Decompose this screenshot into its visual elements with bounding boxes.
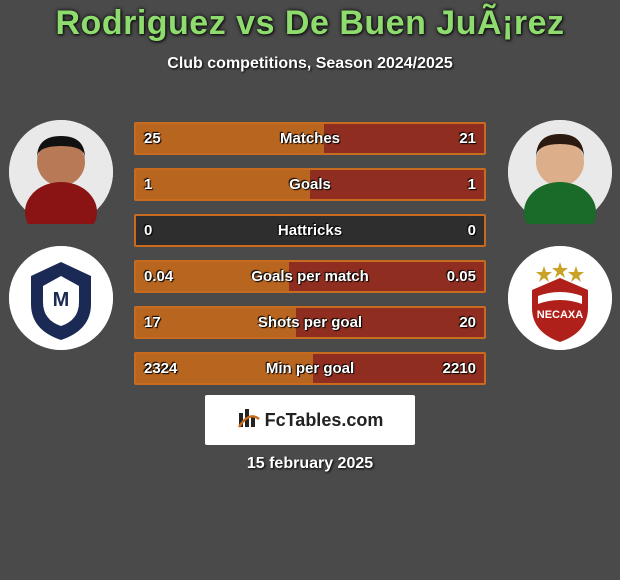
stat-value-right: 0.05 bbox=[447, 268, 476, 285]
stat-value-left: 0.04 bbox=[144, 268, 173, 285]
stat-label: Min per goal bbox=[266, 360, 354, 377]
subtitle: Club competitions, Season 2024/2025 bbox=[0, 55, 620, 73]
stat-value-left: 17 bbox=[144, 314, 161, 331]
player-right-avatar bbox=[508, 120, 612, 224]
stat-row: 1 Goals 1 bbox=[134, 168, 486, 201]
player-left-avatar bbox=[9, 120, 113, 224]
stat-row: 0 Hattricks 0 bbox=[134, 214, 486, 247]
stat-label: Shots per goal bbox=[258, 314, 362, 331]
stat-value-left: 2324 bbox=[144, 360, 177, 377]
page-title: Rodriguez vs De Buen JuÃ¡rez bbox=[0, 4, 620, 43]
stat-row: 0.04 Goals per match 0.05 bbox=[134, 260, 486, 293]
svg-text:NECAXA: NECAXA bbox=[536, 309, 583, 321]
logo-text: FcTables.com bbox=[265, 410, 384, 431]
fill-left bbox=[136, 170, 310, 199]
team-left-crest: M bbox=[9, 246, 113, 350]
stat-value-left: 1 bbox=[144, 176, 152, 193]
right-column: NECAXA bbox=[507, 120, 612, 350]
stat-value-right: 20 bbox=[459, 314, 476, 331]
stat-row: 17 Shots per goal 20 bbox=[134, 306, 486, 339]
fill-right bbox=[310, 170, 484, 199]
fctables-logo: FcTables.com bbox=[205, 395, 415, 445]
team-right-crest: NECAXA bbox=[508, 246, 612, 350]
comparison-card: Rodriguez vs De Buen JuÃ¡rez Club compet… bbox=[0, 0, 620, 73]
stat-label: Matches bbox=[280, 130, 340, 147]
stat-row: 25 Matches 21 bbox=[134, 122, 486, 155]
crest-icon: NECAXA bbox=[508, 246, 612, 350]
crest-icon: M bbox=[9, 246, 113, 350]
stat-value-right: 21 bbox=[459, 130, 476, 147]
stat-value-left: 25 bbox=[144, 130, 161, 147]
stat-row: 2324 Min per goal 2210 bbox=[134, 352, 486, 385]
stat-value-right: 1 bbox=[468, 176, 476, 193]
svg-text:M: M bbox=[52, 289, 69, 311]
left-column: M bbox=[8, 120, 113, 350]
stats-table: 25 Matches 21 1 Goals 1 0 Hattricks 0 0.04 Goals p… bbox=[134, 122, 486, 385]
stat-label: Goals bbox=[289, 176, 331, 193]
avatar-icon bbox=[9, 120, 113, 224]
stat-value-right: 2210 bbox=[443, 360, 476, 377]
stat-label: Hattricks bbox=[278, 222, 342, 239]
logo-icon bbox=[237, 407, 263, 433]
avatar-icon bbox=[508, 120, 612, 224]
stat-label: Goals per match bbox=[251, 268, 369, 285]
stat-value-right: 0 bbox=[468, 222, 476, 239]
date-text: 15 february 2025 bbox=[0, 455, 620, 473]
stat-value-left: 0 bbox=[144, 222, 152, 239]
